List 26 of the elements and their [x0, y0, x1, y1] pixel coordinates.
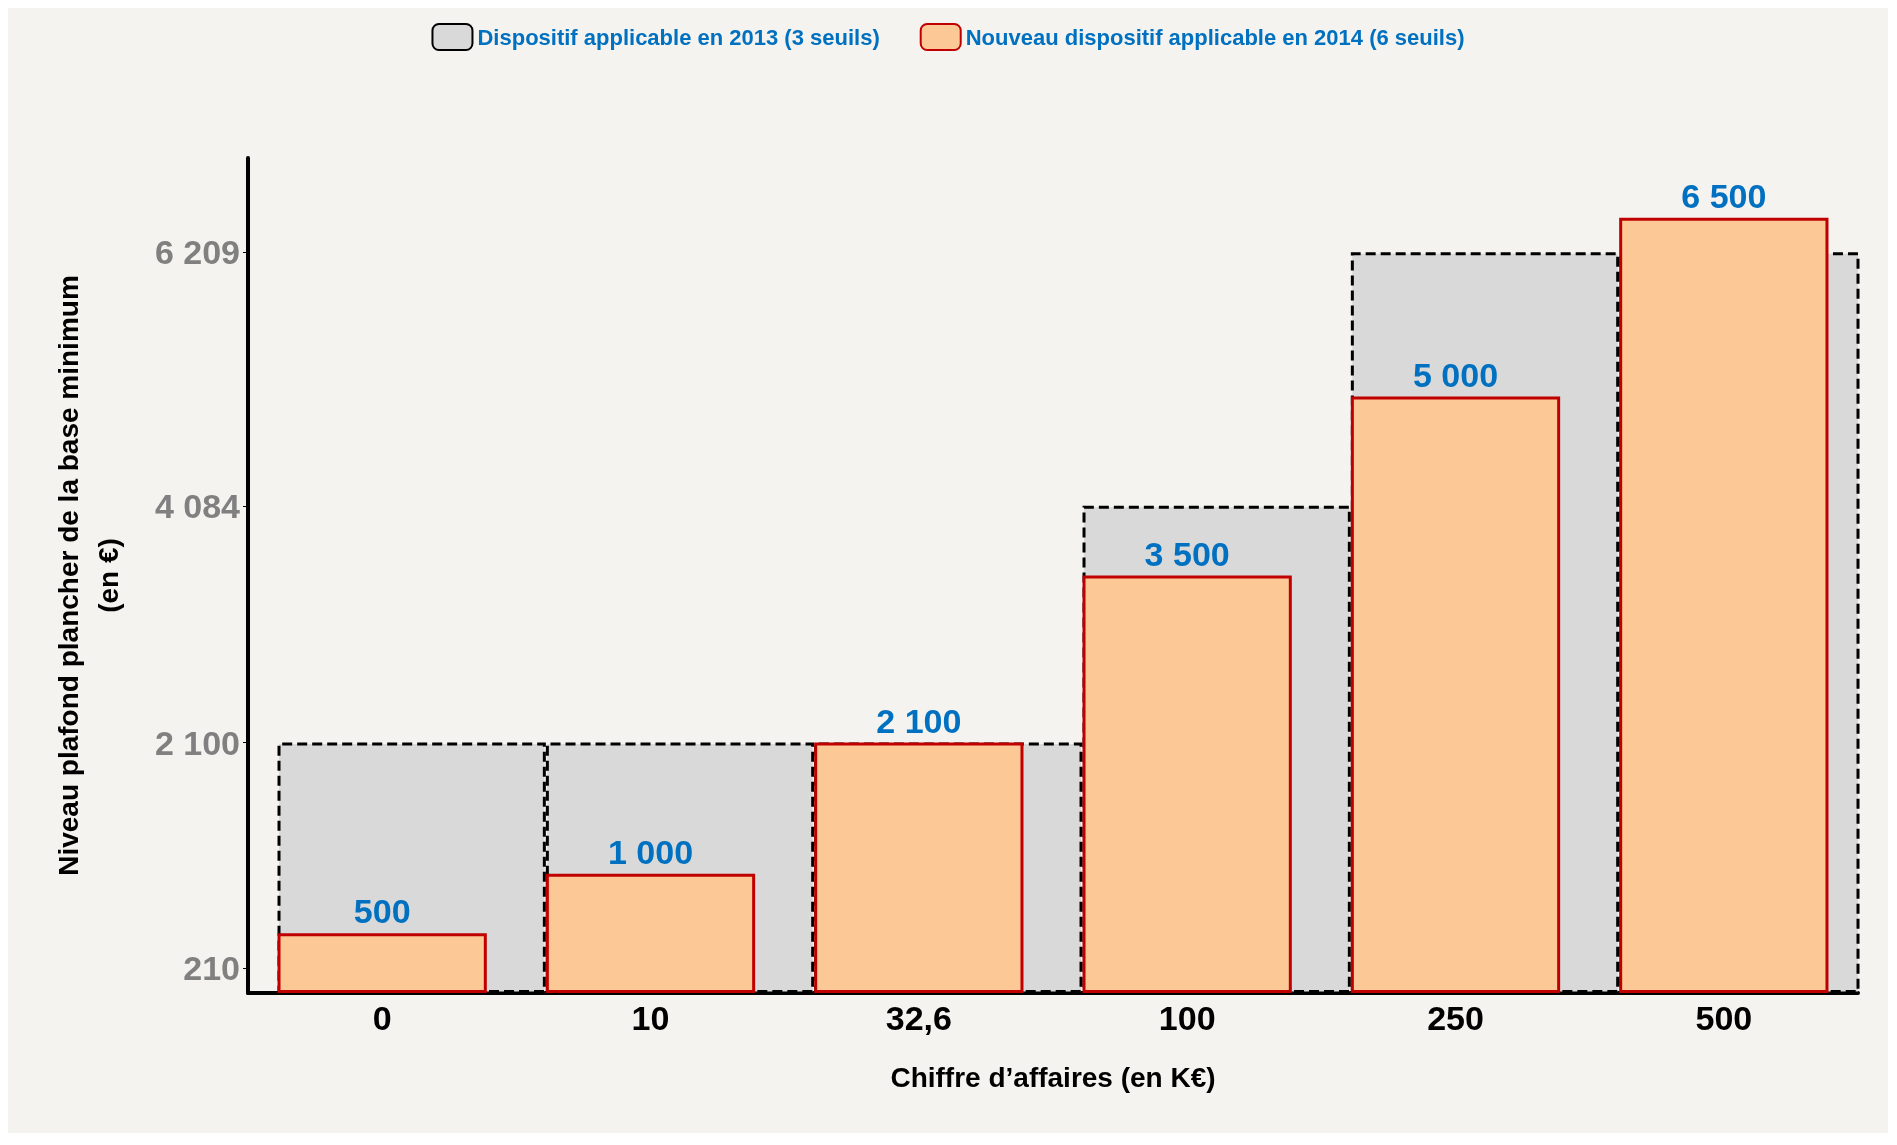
x-tick-label: 0	[372, 999, 392, 1037]
x-tick-label: 250	[1427, 999, 1484, 1037]
legend-label: Dispositif applicable en 2013 (3 seuils)	[477, 24, 880, 50]
y-tick-label: 6 209	[154, 233, 240, 272]
y-axis-title: Niveau plafond plancher de la base minimum (en €)	[52, 275, 124, 876]
bar	[1082, 575, 1292, 993]
y-tick-label: 210	[183, 948, 240, 987]
x-tick-label: 32,6	[885, 999, 952, 1037]
bar	[1350, 396, 1561, 993]
bar	[814, 742, 1024, 993]
bar	[545, 873, 756, 993]
data-label: 2 100	[876, 701, 962, 740]
x-tick-label: 10	[631, 999, 670, 1037]
bar	[277, 933, 487, 993]
data-label: 1 000	[607, 832, 694, 871]
data-label: 5 000	[1412, 355, 1499, 394]
data-label: 3 500	[1144, 534, 1230, 573]
y-tick-label: 2 100	[154, 723, 240, 762]
legend-label: Nouveau dispositif applicable en 2014 (6 seuils)	[965, 24, 1465, 50]
x-tick-label: 500	[1695, 999, 1753, 1037]
data-label: 6 500	[1681, 176, 1767, 215]
bar	[1619, 217, 1829, 993]
data-label: 500	[353, 892, 411, 931]
x-tick-label: 100	[1158, 999, 1216, 1037]
x-axis-title: Chiffre d’affaires (en K€)	[890, 1061, 1216, 1093]
y-tick-label: 4 084	[154, 486, 241, 525]
